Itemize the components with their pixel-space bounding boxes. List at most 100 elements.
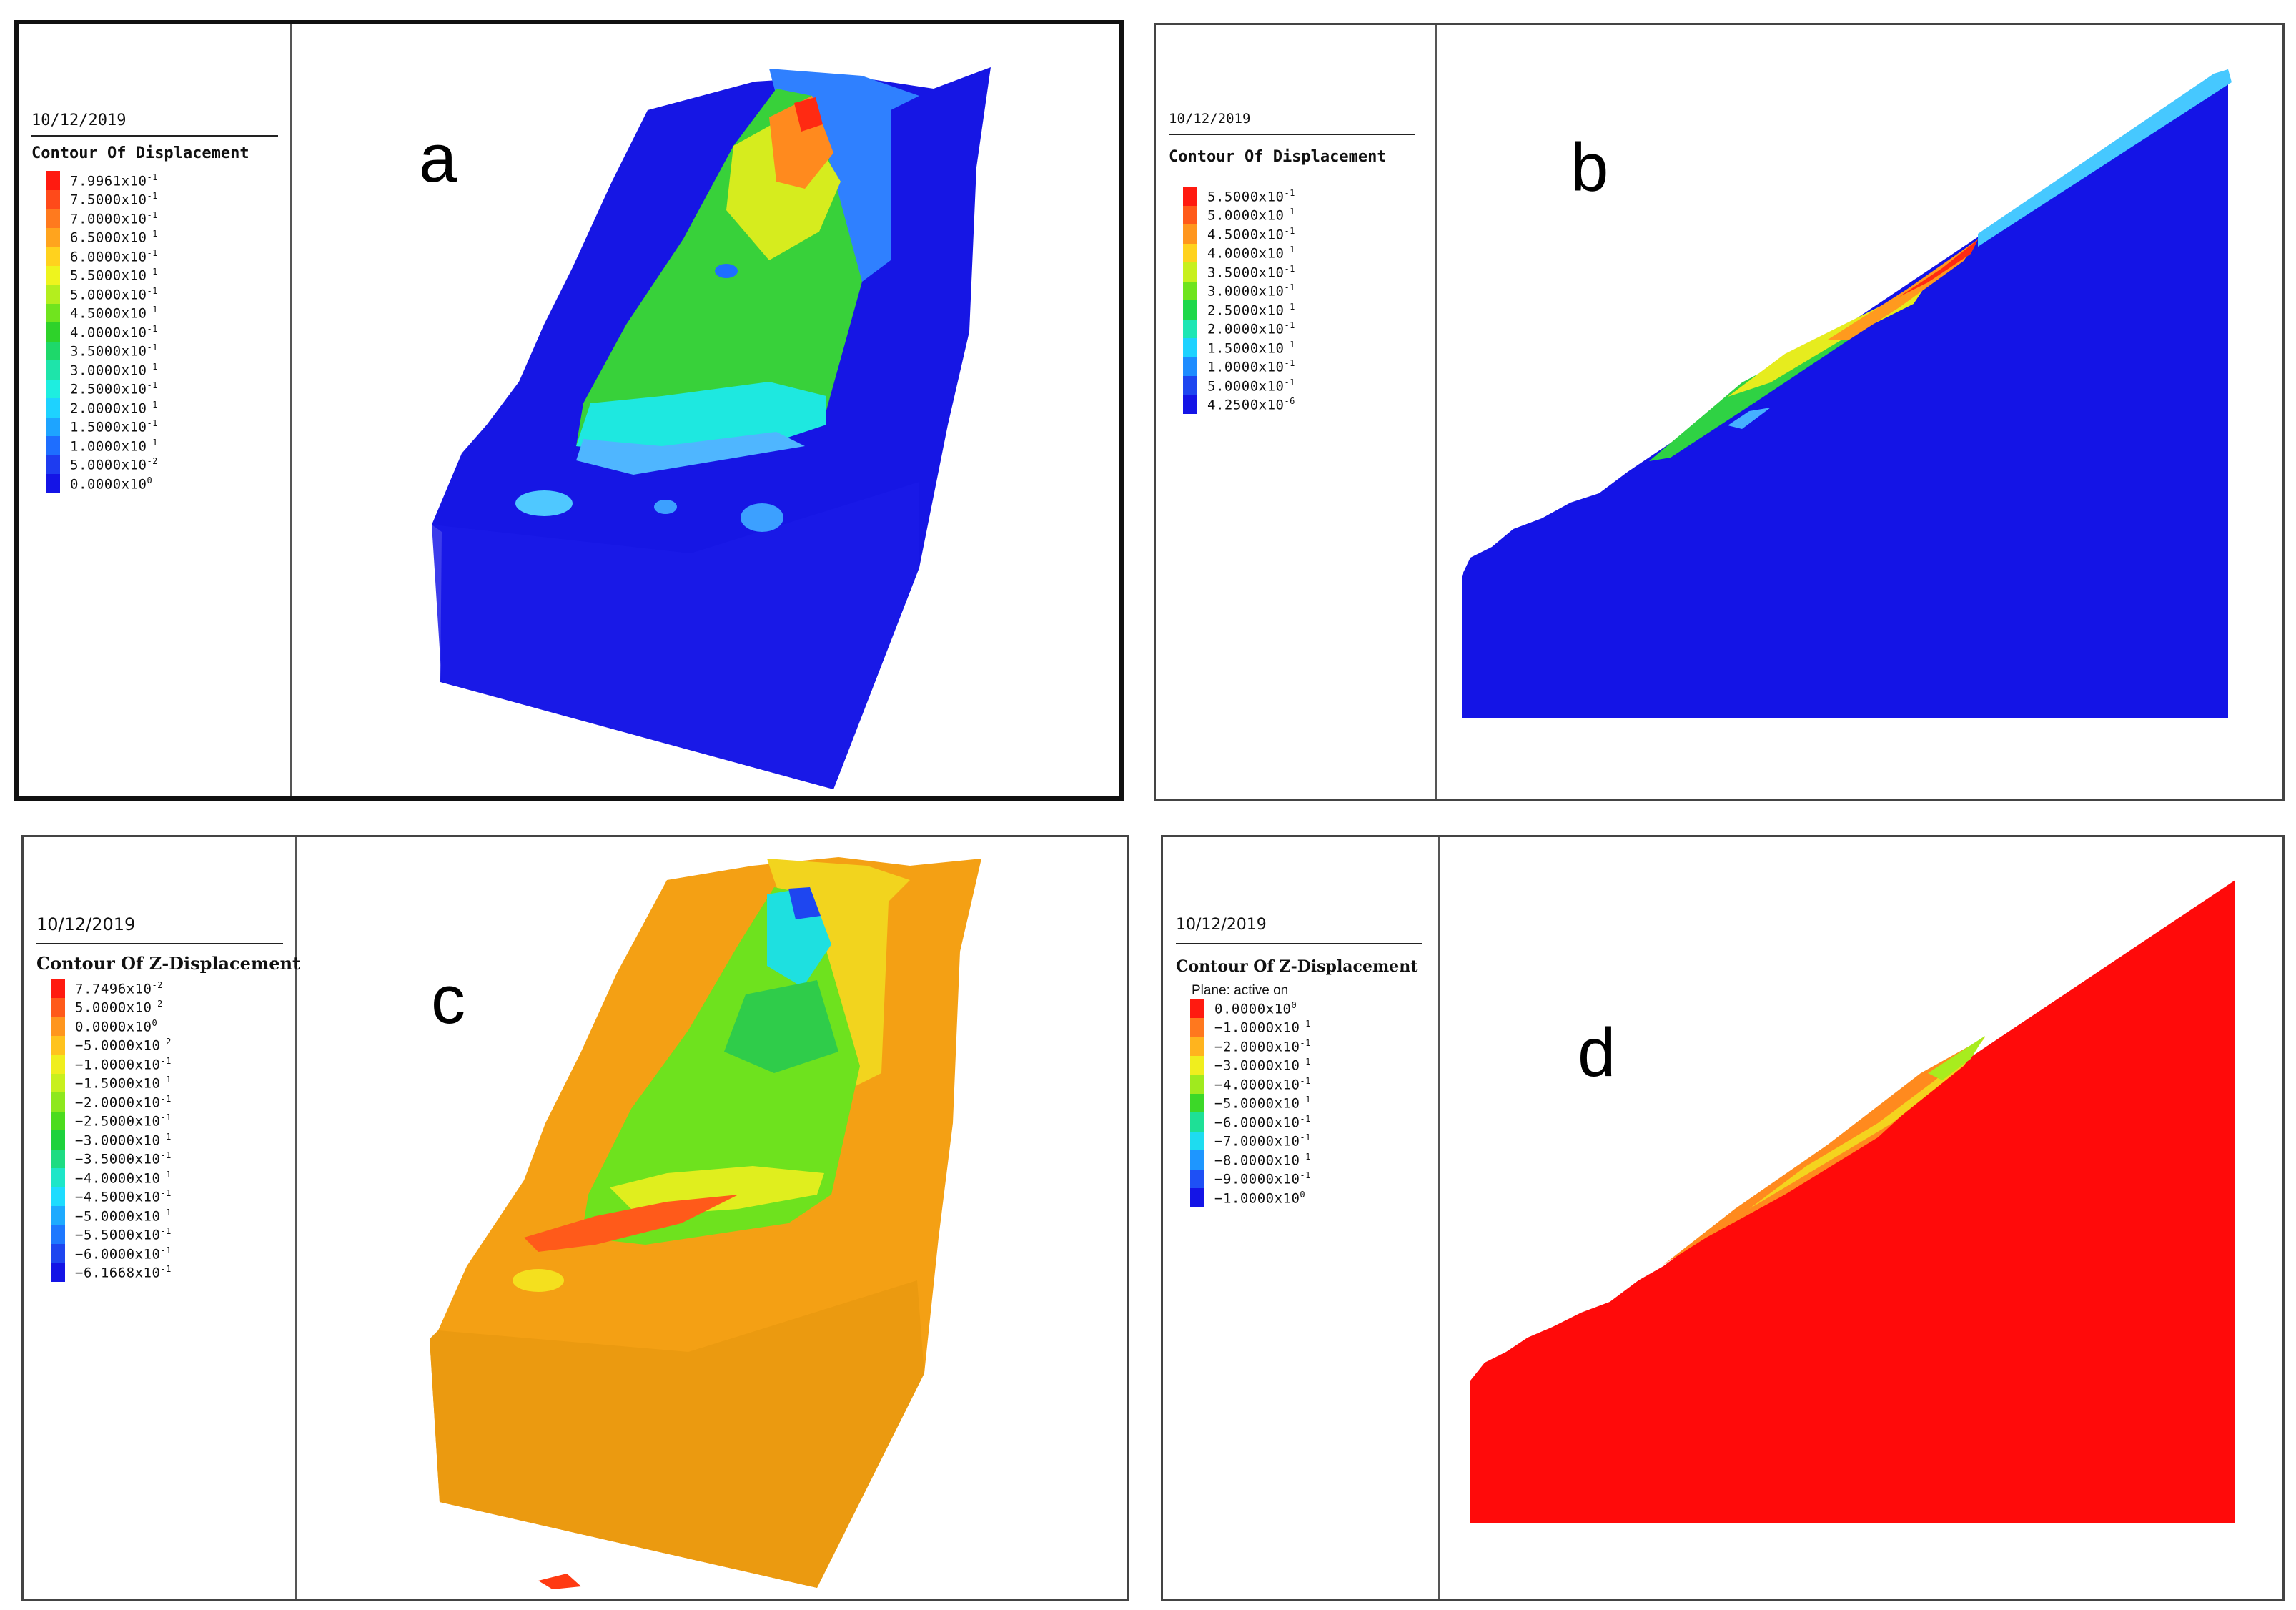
- legend-mantissa: 3.0000x10: [1207, 283, 1285, 300]
- legend-exponent: -1: [160, 1207, 172, 1218]
- legend-title: Contour Of Displacement: [1169, 148, 1387, 166]
- legend-entry: 4.0000x10-1: [46, 322, 158, 342]
- legend-mantissa: −4.0000x10: [75, 1170, 161, 1186]
- panel-c: 10/12/2019 Contour Of Z-Displacement 7.7…: [21, 835, 1129, 1601]
- legend-value: −1.0000x10-1: [1214, 1019, 1311, 1035]
- legend-column: 10/12/2019 Contour Of Z-Displacement 7.7…: [24, 837, 300, 1599]
- legend-entry: −1.0000x10-1: [1190, 1017, 1311, 1037]
- legend-exponent: -2: [147, 456, 158, 467]
- slide-crest-blue: [788, 887, 821, 919]
- legend-exponent: -1: [1300, 1057, 1311, 1067]
- legend-swatch: [51, 1263, 65, 1282]
- legend-value: −5.0000x10-1: [75, 1208, 172, 1224]
- legend-entry: 3.0000x10-1: [1183, 281, 1295, 300]
- slide-cyan-tip: [1728, 408, 1771, 429]
- legend-list: 0.0000x100 −1.0000x10-1 −2.0000x10-1 −3.000…: [1190, 999, 1311, 1208]
- legend-exponent: -1: [147, 342, 158, 353]
- legend-value: −3.0000x10-1: [1214, 1057, 1311, 1073]
- legend-swatch: [1190, 1017, 1204, 1037]
- legend-mantissa: −9.0000x10: [1214, 1171, 1300, 1187]
- legend-value: 4.0000x10-1: [1207, 245, 1295, 261]
- legend-value: 4.5000x10-1: [70, 305, 158, 321]
- legend-date: 10/12/2019: [1176, 916, 1267, 934]
- legend-entry: −5.0000x10-1: [1190, 1093, 1311, 1112]
- legend-entry: 2.5000x10-1: [46, 379, 158, 398]
- legend-entry: 5.0000x10-2: [51, 997, 172, 1017]
- legend-value: 7.0000x10-1: [70, 210, 158, 227]
- legend-exponent: -1: [160, 1245, 172, 1255]
- legend-exponent: -1: [147, 267, 158, 277]
- legend-mantissa: −5.0000x10: [1214, 1095, 1300, 1112]
- legend-entry: −2.0000x10-1: [1190, 1037, 1311, 1056]
- legend-swatch: [1183, 205, 1197, 224]
- legend-swatch: [51, 1035, 65, 1055]
- legend-exponent: -1: [160, 1264, 172, 1275]
- legend-entry: −5.5000x10-1: [51, 1225, 172, 1244]
- legend-value: −9.0000x10-1: [1214, 1170, 1311, 1187]
- legend-swatch: [51, 979, 65, 998]
- legend-mantissa: 5.0000x10: [1207, 207, 1285, 224]
- legend-exponent: -1: [1300, 1170, 1311, 1181]
- legend-mantissa: 0.0000x10: [75, 1018, 152, 1034]
- slide-toe-lightblue: [576, 432, 805, 475]
- legend-exponent: -1: [147, 437, 158, 448]
- legend-entry: 6.0000x10-1: [46, 247, 158, 266]
- legend-swatch: [51, 1017, 65, 1036]
- legend-entry: 7.5000x10-1: [46, 189, 158, 209]
- legend-exponent: -1: [1284, 320, 1295, 331]
- legend-mantissa: 2.5000x10: [70, 381, 147, 397]
- panel-d: 10/12/2019 Contour Of Z-Displacement Pla…: [1161, 835, 2285, 1601]
- legend-exponent: -1: [1284, 225, 1295, 236]
- toe-patch-yellow: [513, 1269, 564, 1292]
- legend-entry: −1.5000x10-1: [51, 1073, 172, 1092]
- legend-value: 2.5000x10-1: [70, 380, 158, 397]
- legend-exponent: -1: [147, 172, 158, 182]
- legend-value: 0.0000x100: [1214, 1000, 1297, 1017]
- legend-mantissa: 3.0000x10: [70, 362, 147, 378]
- legend-exponent: -2: [152, 979, 163, 990]
- legend-mantissa: 4.2500x10: [1207, 397, 1285, 413]
- legend-mantissa: −5.0000x10: [75, 1037, 161, 1054]
- legend-mantissa: −5.5000x10: [75, 1227, 161, 1243]
- legend-entry: −4.0000x10-1: [51, 1168, 172, 1187]
- slide-green-crest: [1928, 1036, 1985, 1080]
- legend-value: 5.5000x10-1: [1207, 188, 1295, 204]
- hole-marker: [715, 264, 738, 278]
- legend-mantissa: 4.0000x10: [70, 324, 147, 340]
- legend-value: −4.0000x10-1: [75, 1170, 172, 1186]
- legend-value: 4.2500x10-6: [1207, 396, 1295, 413]
- legend-entry: 2.5000x10-1: [1183, 300, 1295, 320]
- slope-3d-model: [432, 67, 991, 789]
- legend-mantissa: 1.0000x10: [70, 438, 147, 454]
- legend-value: −5.0000x10-2: [75, 1037, 172, 1053]
- legend-value: −5.0000x10-1: [1214, 1095, 1311, 1111]
- legend-mantissa: −7.0000x10: [1214, 1133, 1300, 1150]
- legend-mantissa: 5.5000x10: [1207, 188, 1285, 204]
- legend-exponent: -1: [160, 1075, 172, 1085]
- legend-entry: 1.0000x10-1: [1183, 357, 1295, 376]
- legend-swatch: [51, 1225, 65, 1244]
- legend-exponent: -1: [147, 418, 158, 429]
- legend-exponent: -1: [160, 1226, 172, 1237]
- legend-swatch: [46, 209, 60, 228]
- legend-value: −4.0000x10-1: [1214, 1076, 1311, 1092]
- legend-mantissa: 7.5000x10: [70, 192, 147, 208]
- legend-divider: [31, 135, 278, 137]
- legend-exponent: -1: [1284, 282, 1295, 293]
- legend-value: 0.0000x100: [75, 1018, 157, 1034]
- legend-value: 5.0000x10-2: [75, 999, 163, 1015]
- legend-value: 1.0000x10-1: [1207, 358, 1295, 375]
- legend-exponent: -1: [1300, 1113, 1311, 1124]
- legend-swatch: [46, 227, 60, 247]
- legend-value: 2.0000x10-1: [70, 400, 158, 416]
- panel-label: a: [419, 120, 457, 197]
- legend-exponent: 0: [152, 1017, 158, 1028]
- legend-exponent: -1: [1284, 339, 1295, 350]
- legend-entry: −9.0000x10-1: [1190, 1169, 1311, 1188]
- legend-value: 3.0000x10-1: [70, 362, 158, 378]
- legend-entry: 3.0000x10-1: [46, 360, 158, 380]
- legend-swatch: [1190, 1188, 1204, 1208]
- legend-exponent: -1: [160, 1131, 172, 1142]
- legend-swatch: [51, 1073, 65, 1092]
- legend-swatch: [51, 1244, 65, 1263]
